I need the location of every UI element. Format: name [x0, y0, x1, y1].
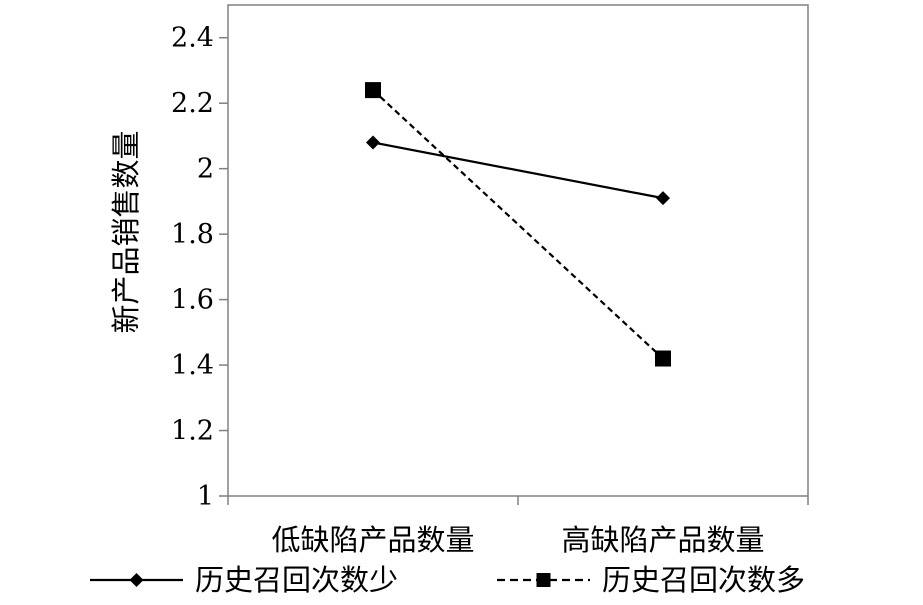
y-tick-label: 2.4 [171, 23, 214, 54]
series-line [372, 89, 664, 360]
y-tick-label: 1.6 [171, 285, 214, 316]
x-category-label: 高缺陷产品数量 [561, 523, 764, 557]
series-2 [365, 82, 671, 367]
legend: 历史召回次数少 历史召回次数多 [90, 563, 805, 597]
y-axis-label: 新产品销售数量 [109, 130, 143, 333]
plot-area [227, 4, 809, 497]
legend-marker [129, 573, 144, 587]
axes: 1 1.2 1.4 1.6 1.8 2 2.2 2.4 低缺陷产品数量 高缺陷产品数量 [171, 23, 809, 557]
y-tick-label: 1.8 [171, 219, 214, 250]
legend-label: 历史召回次数多 [602, 563, 805, 597]
series-1 [366, 135, 670, 206]
legend-item-2: 历史召回次数多 [497, 563, 805, 597]
data-point [655, 350, 671, 367]
legend-item-1: 历史召回次数少 [90, 563, 398, 597]
series-layer [365, 82, 671, 367]
y-tick-label: 1 [197, 481, 214, 512]
data-point [366, 135, 380, 150]
series-line [372, 141, 664, 200]
data-point [365, 82, 381, 99]
y-tick-label: 1.2 [171, 416, 214, 447]
y-tick-label: 2.2 [171, 88, 214, 119]
legend-marker [536, 573, 551, 587]
legend-label: 历史召回次数少 [195, 563, 398, 597]
y-tick-label: 2 [197, 154, 214, 185]
x-category-label: 低缺陷产品数量 [271, 523, 474, 557]
plot-frame [227, 4, 809, 497]
data-point [656, 191, 670, 206]
y-tick-label: 1.4 [171, 350, 214, 381]
